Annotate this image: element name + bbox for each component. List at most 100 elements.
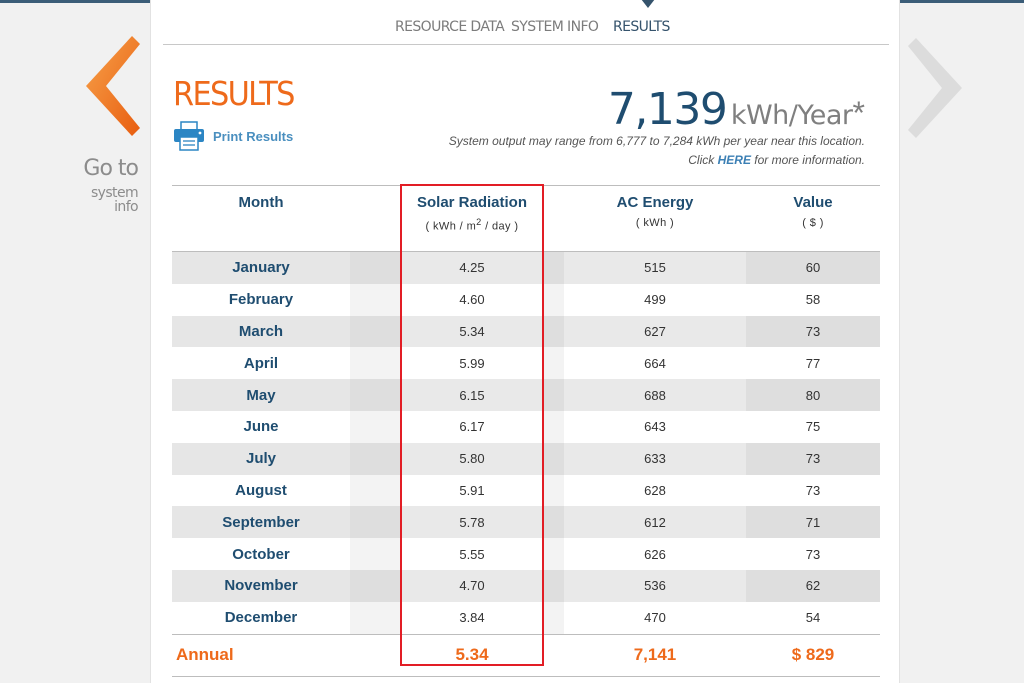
row-gap	[350, 379, 400, 411]
month-cell: August	[235, 481, 287, 499]
value-cell: 58	[805, 292, 821, 308]
annual-ac-energy: 7,141	[564, 633, 746, 677]
row-gap	[350, 601, 400, 635]
more-info-prefix: Click	[688, 153, 718, 167]
row-gap	[544, 283, 564, 316]
more-info-note: Click HERE for more information.	[688, 153, 865, 167]
row-gap	[544, 569, 564, 602]
header-gap	[544, 185, 564, 252]
value-unit: ( $ )	[802, 217, 824, 229]
table-row: March 5.34 627 73	[172, 315, 880, 348]
more-info-link[interactable]: HERE	[717, 153, 751, 167]
annual-total: 7,139 kWh/Year*	[608, 84, 865, 135]
print-results-label: Print Results	[213, 128, 294, 144]
ac-energy-cell: 536	[564, 569, 746, 602]
ac-energy-cell: 626	[644, 546, 666, 562]
tab-results[interactable]: RESULTS	[613, 19, 670, 35]
solar-radiation-cell: 5.99	[459, 355, 485, 371]
solar-radiation-cell: 5.34	[400, 315, 544, 348]
value-cell: 62	[746, 569, 880, 602]
value-cell: 71	[746, 506, 880, 539]
solar-radiation-cell: 5.80	[400, 442, 544, 475]
annual-total-unit: kWh/Year	[730, 100, 853, 131]
month-cell: November	[172, 569, 350, 602]
row-gap	[544, 410, 564, 443]
solar-radiation-cell: 4.60	[459, 292, 485, 308]
tab-resource-data[interactable]: RESOURCE DATA	[395, 19, 505, 35]
row-gap	[544, 442, 564, 475]
header-gap	[350, 185, 400, 252]
row-gap	[544, 379, 564, 411]
row-gap	[350, 315, 400, 348]
month-cell: September	[172, 506, 350, 539]
solar-radiation-cell: 5.78	[400, 506, 544, 539]
table-row: September 5.78 612 71	[172, 506, 880, 539]
annual-value: $ 829	[746, 633, 880, 677]
tab-bar: RESOURCE DATA SYSTEM INFO RESULTS	[163, 0, 889, 45]
row-gap	[350, 442, 400, 475]
printer-icon	[174, 121, 204, 151]
value-cell: 73	[805, 482, 821, 498]
row-gap	[350, 474, 400, 507]
table-row: November 4.70 536 62	[172, 569, 880, 602]
asterisk: *	[852, 95, 865, 131]
solar-radiation-cell: 5.55	[459, 546, 485, 562]
solar-radiation-cell: 5.91	[459, 482, 485, 498]
value-cell: 80	[746, 379, 880, 411]
table-row: January 4.25 515 60	[172, 251, 880, 284]
row-gap	[544, 633, 564, 677]
table-row: December 3.84 470 54	[172, 601, 880, 635]
row-gap	[350, 251, 400, 284]
solar-radiation-header: Solar Radiation( kWh / m2 / day )	[400, 185, 544, 252]
table-row: July 5.80 633 73	[172, 442, 880, 475]
active-tab-indicator	[641, 0, 655, 8]
ac-energy-cell: 515	[564, 251, 746, 284]
row-gap	[544, 347, 564, 380]
month-cell: June	[243, 418, 279, 436]
value-header: Value( $ )	[746, 185, 880, 252]
ac-energy-header: AC Energy( kWh )	[564, 185, 746, 252]
month-cell: January	[172, 251, 350, 284]
ac-energy-unit: ( kWh )	[635, 217, 675, 229]
annual-solar-radiation: 5.34	[400, 633, 544, 677]
solar-radiation-cell: 4.25	[400, 251, 544, 284]
annual-row: Annual 5.34 7,141 $ 829	[172, 633, 880, 677]
ac-energy-cell: 499	[644, 292, 666, 308]
value-cell: 73	[805, 546, 821, 562]
print-results-button[interactable]: Print Results	[173, 121, 293, 151]
ac-energy-cell: 627	[564, 315, 746, 348]
results-table: Month Solar Radiation( kWh / m2 / day ) …	[172, 185, 880, 677]
table-row: May 6.15 688 80	[172, 379, 880, 411]
row-gap	[544, 474, 564, 507]
month-cell: February	[228, 291, 294, 309]
table-row: February 4.60 499 58	[172, 283, 880, 316]
value-cell: 75	[805, 419, 821, 435]
ac-energy-cell: 688	[564, 379, 746, 411]
table-row: October 5.55 626 73	[172, 538, 880, 570]
row-gap	[350, 283, 400, 316]
solar-radiation-unit: ( kWh / m2 / day )	[425, 217, 519, 233]
chevron-right-icon[interactable]	[906, 34, 968, 142]
value-cell: 54	[805, 610, 821, 626]
table-row: June 6.17 643 75	[172, 410, 880, 443]
more-info-suffix: for more information.	[750, 153, 865, 167]
ac-energy-cell: 628	[644, 482, 666, 498]
tab-system-info[interactable]: SYSTEM INFO	[511, 19, 599, 35]
month-cell: May	[172, 379, 350, 411]
output-range-note: System output may range from 6,777 to 7,…	[448, 134, 865, 148]
ac-energy-cell: 633	[564, 442, 746, 475]
table-header-row: Month Solar Radiation( kWh / m2 / day ) …	[172, 185, 880, 252]
table-row: August 5.91 628 73	[172, 474, 880, 507]
value-cell: 73	[746, 315, 880, 348]
solar-radiation-cell: 6.15	[400, 379, 544, 411]
month-cell: March	[172, 315, 350, 348]
system-info-label: system info	[90, 185, 139, 215]
row-gap	[350, 569, 400, 602]
row-gap	[350, 347, 400, 380]
go-to-label: Go to	[83, 156, 139, 181]
month-cell: July	[172, 442, 350, 475]
row-gap	[350, 410, 400, 443]
ac-energy-cell: 664	[644, 355, 666, 371]
chevron-left-icon[interactable]	[80, 32, 142, 140]
go-to-system-info-link[interactable]: Go to system info	[70, 156, 139, 215]
